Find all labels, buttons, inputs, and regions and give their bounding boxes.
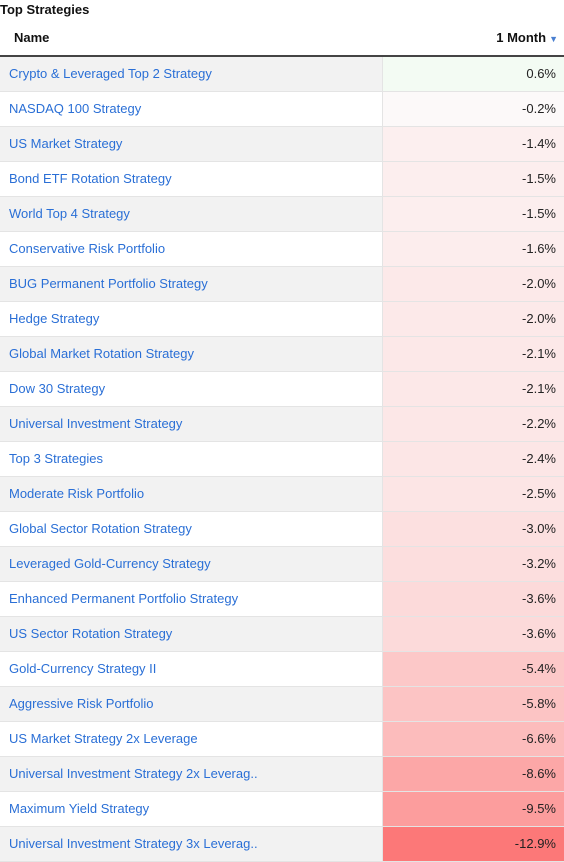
one-month-return: -0.2% <box>383 92 564 126</box>
one-month-return: -5.8% <box>383 687 564 721</box>
one-month-return: -3.6% <box>383 617 564 651</box>
table-row: Crypto & Leveraged Top 2 Strategy 0.6% <box>0 57 564 92</box>
table-row: Bond ETF Rotation Strategy -1.5% <box>0 162 564 197</box>
table-row: Global Sector Rotation Strategy -3.0% <box>0 512 564 547</box>
table-title: Top Strategies <box>0 2 90 17</box>
strategy-link[interactable]: Universal Investment Strategy <box>0 407 383 441</box>
one-month-return: -2.1% <box>383 337 564 371</box>
table-row: US Market Strategy -1.4% <box>0 127 564 162</box>
one-month-return: -1.5% <box>383 162 564 196</box>
one-month-return: -2.5% <box>383 477 564 511</box>
strategy-link[interactable]: Crypto & Leveraged Top 2 Strategy <box>0 57 383 91</box>
table-header: Name 1 Month ▼ <box>0 19 564 57</box>
table-row: Universal Investment Strategy 3x Leverag… <box>0 827 564 862</box>
strategy-link[interactable]: Dow 30 Strategy <box>0 372 383 406</box>
strategy-link[interactable]: Universal Investment Strategy 2x Leverag… <box>0 757 383 791</box>
one-month-return: -3.2% <box>383 547 564 581</box>
one-month-return: -9.5% <box>383 792 564 826</box>
table-row: Gold-Currency Strategy II -5.4% <box>0 652 564 687</box>
one-month-return: -2.2% <box>383 407 564 441</box>
strategy-link[interactable]: Top 3 Strategies <box>0 442 383 476</box>
table-row: BUG Permanent Portfolio Strategy -2.0% <box>0 267 564 302</box>
one-month-return: -3.6% <box>383 582 564 616</box>
one-month-return: -1.6% <box>383 232 564 266</box>
one-month-return: -12.9% <box>383 827 564 861</box>
table-row: Maximum Yield Strategy -9.5% <box>0 792 564 827</box>
table-row: Top 3 Strategies -2.4% <box>0 442 564 477</box>
column-header-name[interactable]: Name <box>14 30 50 45</box>
strategy-link[interactable]: Gold-Currency Strategy II <box>0 652 383 686</box>
table-row: Dow 30 Strategy -2.1% <box>0 372 564 407</box>
strategy-link[interactable]: Enhanced Permanent Portfolio Strategy <box>0 582 383 616</box>
table-row: Global Market Rotation Strategy -2.1% <box>0 337 564 372</box>
column-header-1-month[interactable]: 1 Month ▼ <box>383 19 564 55</box>
table-row: Aggressive Risk Portfolio -5.8% <box>0 687 564 722</box>
table-row: Moderate Risk Portfolio -2.5% <box>0 477 564 512</box>
strategy-link[interactable]: Universal Investment Strategy 3x Leverag… <box>0 827 383 861</box>
table-body: Crypto & Leveraged Top 2 Strategy 0.6% NAS… <box>0 57 564 862</box>
table-row: Universal Investment Strategy -2.2% <box>0 407 564 442</box>
strategies-table: Name 1 Month ▼ Crypto & Leveraged Top 2 S… <box>0 19 564 862</box>
table-row: US Sector Rotation Strategy -3.6% <box>0 617 564 652</box>
table-row: World Top 4 Strategy -1.5% <box>0 197 564 232</box>
strategy-link[interactable]: BUG Permanent Portfolio Strategy <box>0 267 383 301</box>
strategy-link[interactable]: US Market Strategy <box>0 127 383 161</box>
column-header-1-month-label: 1 Month <box>496 30 547 45</box>
strategy-link[interactable]: Maximum Yield Strategy <box>0 792 383 826</box>
strategy-link[interactable]: NASDAQ 100 Strategy <box>0 92 383 126</box>
table-row: Enhanced Permanent Portfolio Strategy -3.… <box>0 582 564 617</box>
one-month-return: 0.6% <box>383 57 564 91</box>
sort-descending-icon[interactable]: ▼ <box>549 33 558 44</box>
strategy-link[interactable]: US Sector Rotation Strategy <box>0 617 383 651</box>
table-row: Hedge Strategy -2.0% <box>0 302 564 337</box>
strategy-link[interactable]: Bond ETF Rotation Strategy <box>0 162 383 196</box>
one-month-return: -3.0% <box>383 512 564 546</box>
one-month-return: -2.1% <box>383 372 564 406</box>
table-row: US Market Strategy 2x Leverage -6.6% <box>0 722 564 757</box>
one-month-return: -2.4% <box>383 442 564 476</box>
strategy-link[interactable]: Hedge Strategy <box>0 302 383 336</box>
strategy-link[interactable]: Conservative Risk Portfolio <box>0 232 383 266</box>
strategy-link[interactable]: US Market Strategy 2x Leverage <box>0 722 383 756</box>
one-month-return: -8.6% <box>383 757 564 791</box>
table-row: Universal Investment Strategy 2x Leverag… <box>0 757 564 792</box>
one-month-return: -1.5% <box>383 197 564 231</box>
one-month-return: -5.4% <box>383 652 564 686</box>
one-month-return: -1.4% <box>383 127 564 161</box>
strategy-link[interactable]: Global Market Rotation Strategy <box>0 337 383 371</box>
table-row: Conservative Risk Portfolio -1.6% <box>0 232 564 267</box>
strategy-link[interactable]: Moderate Risk Portfolio <box>0 477 383 511</box>
strategy-link[interactable]: Leveraged Gold-Currency Strategy <box>0 547 383 581</box>
strategy-link[interactable]: Aggressive Risk Portfolio <box>0 687 383 721</box>
table-row: Leveraged Gold-Currency Strategy -3.2% <box>0 547 564 582</box>
one-month-return: -2.0% <box>383 302 564 336</box>
strategy-link[interactable]: World Top 4 Strategy <box>0 197 383 231</box>
one-month-return: -6.6% <box>383 722 564 756</box>
one-month-return: -2.0% <box>383 267 564 301</box>
table-row: NASDAQ 100 Strategy -0.2% <box>0 92 564 127</box>
strategy-link[interactable]: Global Sector Rotation Strategy <box>0 512 383 546</box>
